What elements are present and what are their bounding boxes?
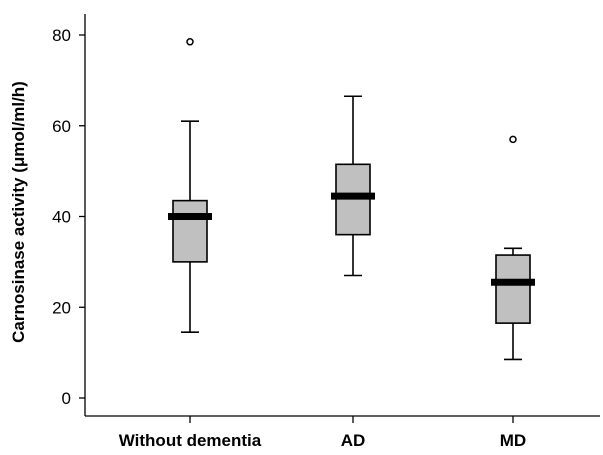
y-ticks: 0 20 40 60 80 (52, 26, 85, 408)
y-axis-title: Carnosinase activity (μmol/ml/h) (9, 81, 28, 343)
x-tick-label: MD (500, 431, 526, 450)
iqr-box (495, 254, 531, 324)
outlier-point (509, 135, 517, 144)
y-tick-label: 40 (52, 208, 71, 227)
y-tick-label: 80 (52, 26, 71, 45)
y-tick-label: 0 (62, 389, 71, 408)
y-tick-label: 60 (52, 117, 71, 136)
outlier-point (186, 38, 194, 46)
box-group (168, 38, 212, 334)
boxes (168, 38, 535, 361)
y-tick-label: 20 (52, 298, 71, 317)
iqr-box (172, 199, 208, 263)
axes (84, 14, 600, 417)
box-group (331, 95, 375, 277)
x-tick-label: Without dementia (119, 431, 262, 450)
box-group (491, 135, 535, 361)
x-ticks: Without dementia AD MD (119, 416, 526, 450)
x-tick-label: AD (341, 431, 366, 450)
